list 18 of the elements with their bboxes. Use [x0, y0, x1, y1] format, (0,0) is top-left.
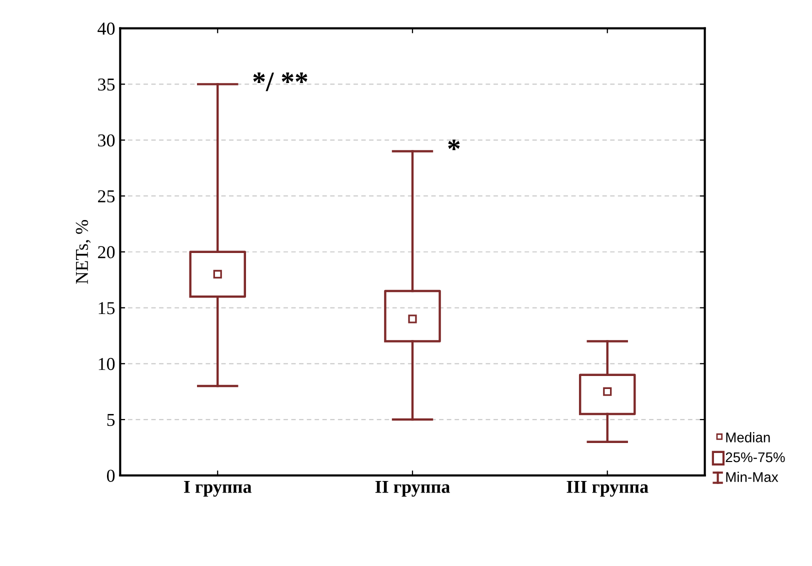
text: Min-Max [726, 472, 778, 482]
y-tick-label: 30 [98, 134, 115, 147]
y-tick-label: 10 [98, 358, 115, 370]
annotation: */ ** [253, 72, 308, 92]
y-tick-label: 40 [98, 22, 115, 35]
text: 25%-75% [726, 452, 785, 462]
y-tick-label: 35 [98, 78, 115, 91]
y-tick-label: 25 [98, 190, 115, 202]
y-tick-label: 5 [107, 414, 115, 426]
x-tick-label: I группа [184, 480, 252, 497]
y-axis-title: NETs, % [76, 220, 91, 284]
y-tick-label: 0 [106, 470, 115, 482]
annotation: * [448, 140, 460, 150]
x-tick-label: II группа [375, 480, 450, 497]
text: Median [726, 432, 770, 442]
x-tick-label: III группа [566, 480, 648, 497]
y-tick-label: 20 [98, 246, 115, 258]
y-tick-label: 15 [98, 302, 115, 314]
